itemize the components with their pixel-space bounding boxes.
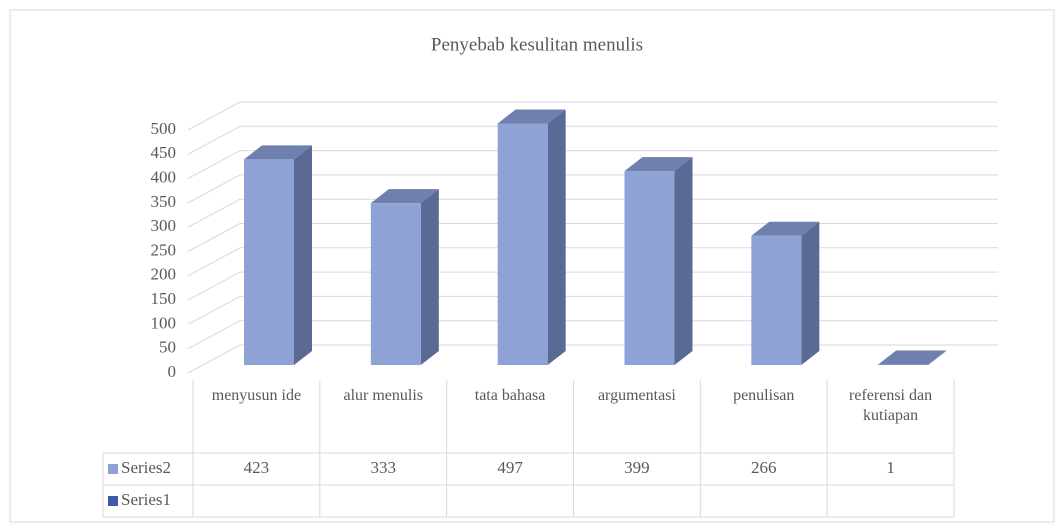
x-tick-label: tata bahasa [474, 387, 546, 404]
bar-side [294, 145, 312, 365]
y-tick-label: 250 [151, 240, 177, 259]
table-value: 423 [244, 458, 270, 477]
bar [244, 145, 312, 365]
grid-line [187, 320, 998, 350]
bar-top [370, 189, 439, 204]
bar-top [497, 109, 566, 124]
grid-line [187, 247, 998, 277]
bar-front [497, 123, 548, 365]
legend-label: Series2 [121, 458, 171, 477]
bar-side [674, 157, 693, 365]
bar-front [244, 159, 294, 365]
table-value: 497 [497, 458, 523, 477]
x-tick-label: alur menulis [343, 387, 424, 404]
y-tick-label: 150 [151, 289, 177, 308]
y-tick-label: 300 [151, 216, 177, 235]
y-tick-label: 500 [151, 119, 177, 138]
legend-label: Series1 [121, 490, 171, 509]
grid-line [187, 101, 998, 131]
chart-title: Penyebab kesulitan menulis [431, 34, 643, 55]
bar-top [244, 145, 312, 160]
grid-line [187, 271, 998, 301]
x-tick-label: argumentasi [597, 387, 676, 404]
bar-side [928, 350, 947, 365]
table-value: 266 [751, 458, 777, 477]
bar-side [547, 109, 566, 365]
bar [878, 350, 947, 365]
grid-line [187, 295, 998, 325]
grid-line [187, 223, 998, 252]
y-tick-label: 400 [151, 168, 177, 187]
bar [624, 157, 693, 365]
legend-swatch [108, 464, 118, 474]
y-tick-label: 0 [168, 362, 177, 381]
x-tick-label: menyusun ide [211, 387, 302, 404]
grid-line [187, 344, 998, 374]
bar-top [751, 221, 820, 236]
bar-front [370, 203, 421, 365]
table-value: 333 [371, 458, 397, 477]
x-tick-label: penulisan [733, 387, 795, 404]
grid-line [187, 150, 998, 180]
y-tick-label: 450 [151, 143, 177, 162]
y-tick-label: 200 [151, 265, 177, 284]
bar [497, 109, 566, 365]
y-tick-label: 100 [151, 313, 177, 332]
table-value: 399 [624, 458, 650, 477]
bar-side [420, 189, 439, 365]
bar-top [624, 157, 693, 172]
y-tick-label: 350 [151, 192, 177, 211]
bar [751, 221, 820, 365]
bar [370, 189, 439, 365]
grid-line [187, 198, 998, 228]
grid-line [187, 174, 998, 204]
legend-swatch [108, 496, 118, 506]
grid-line [187, 125, 998, 155]
bar-front [624, 171, 675, 365]
x-tick-label: referensi dan kutiapan [849, 387, 933, 424]
table-value: 1 [886, 458, 895, 477]
bar-top [878, 350, 947, 365]
bar-side [801, 221, 820, 365]
y-tick-label: 50 [159, 338, 176, 357]
bar-front [751, 235, 802, 365]
